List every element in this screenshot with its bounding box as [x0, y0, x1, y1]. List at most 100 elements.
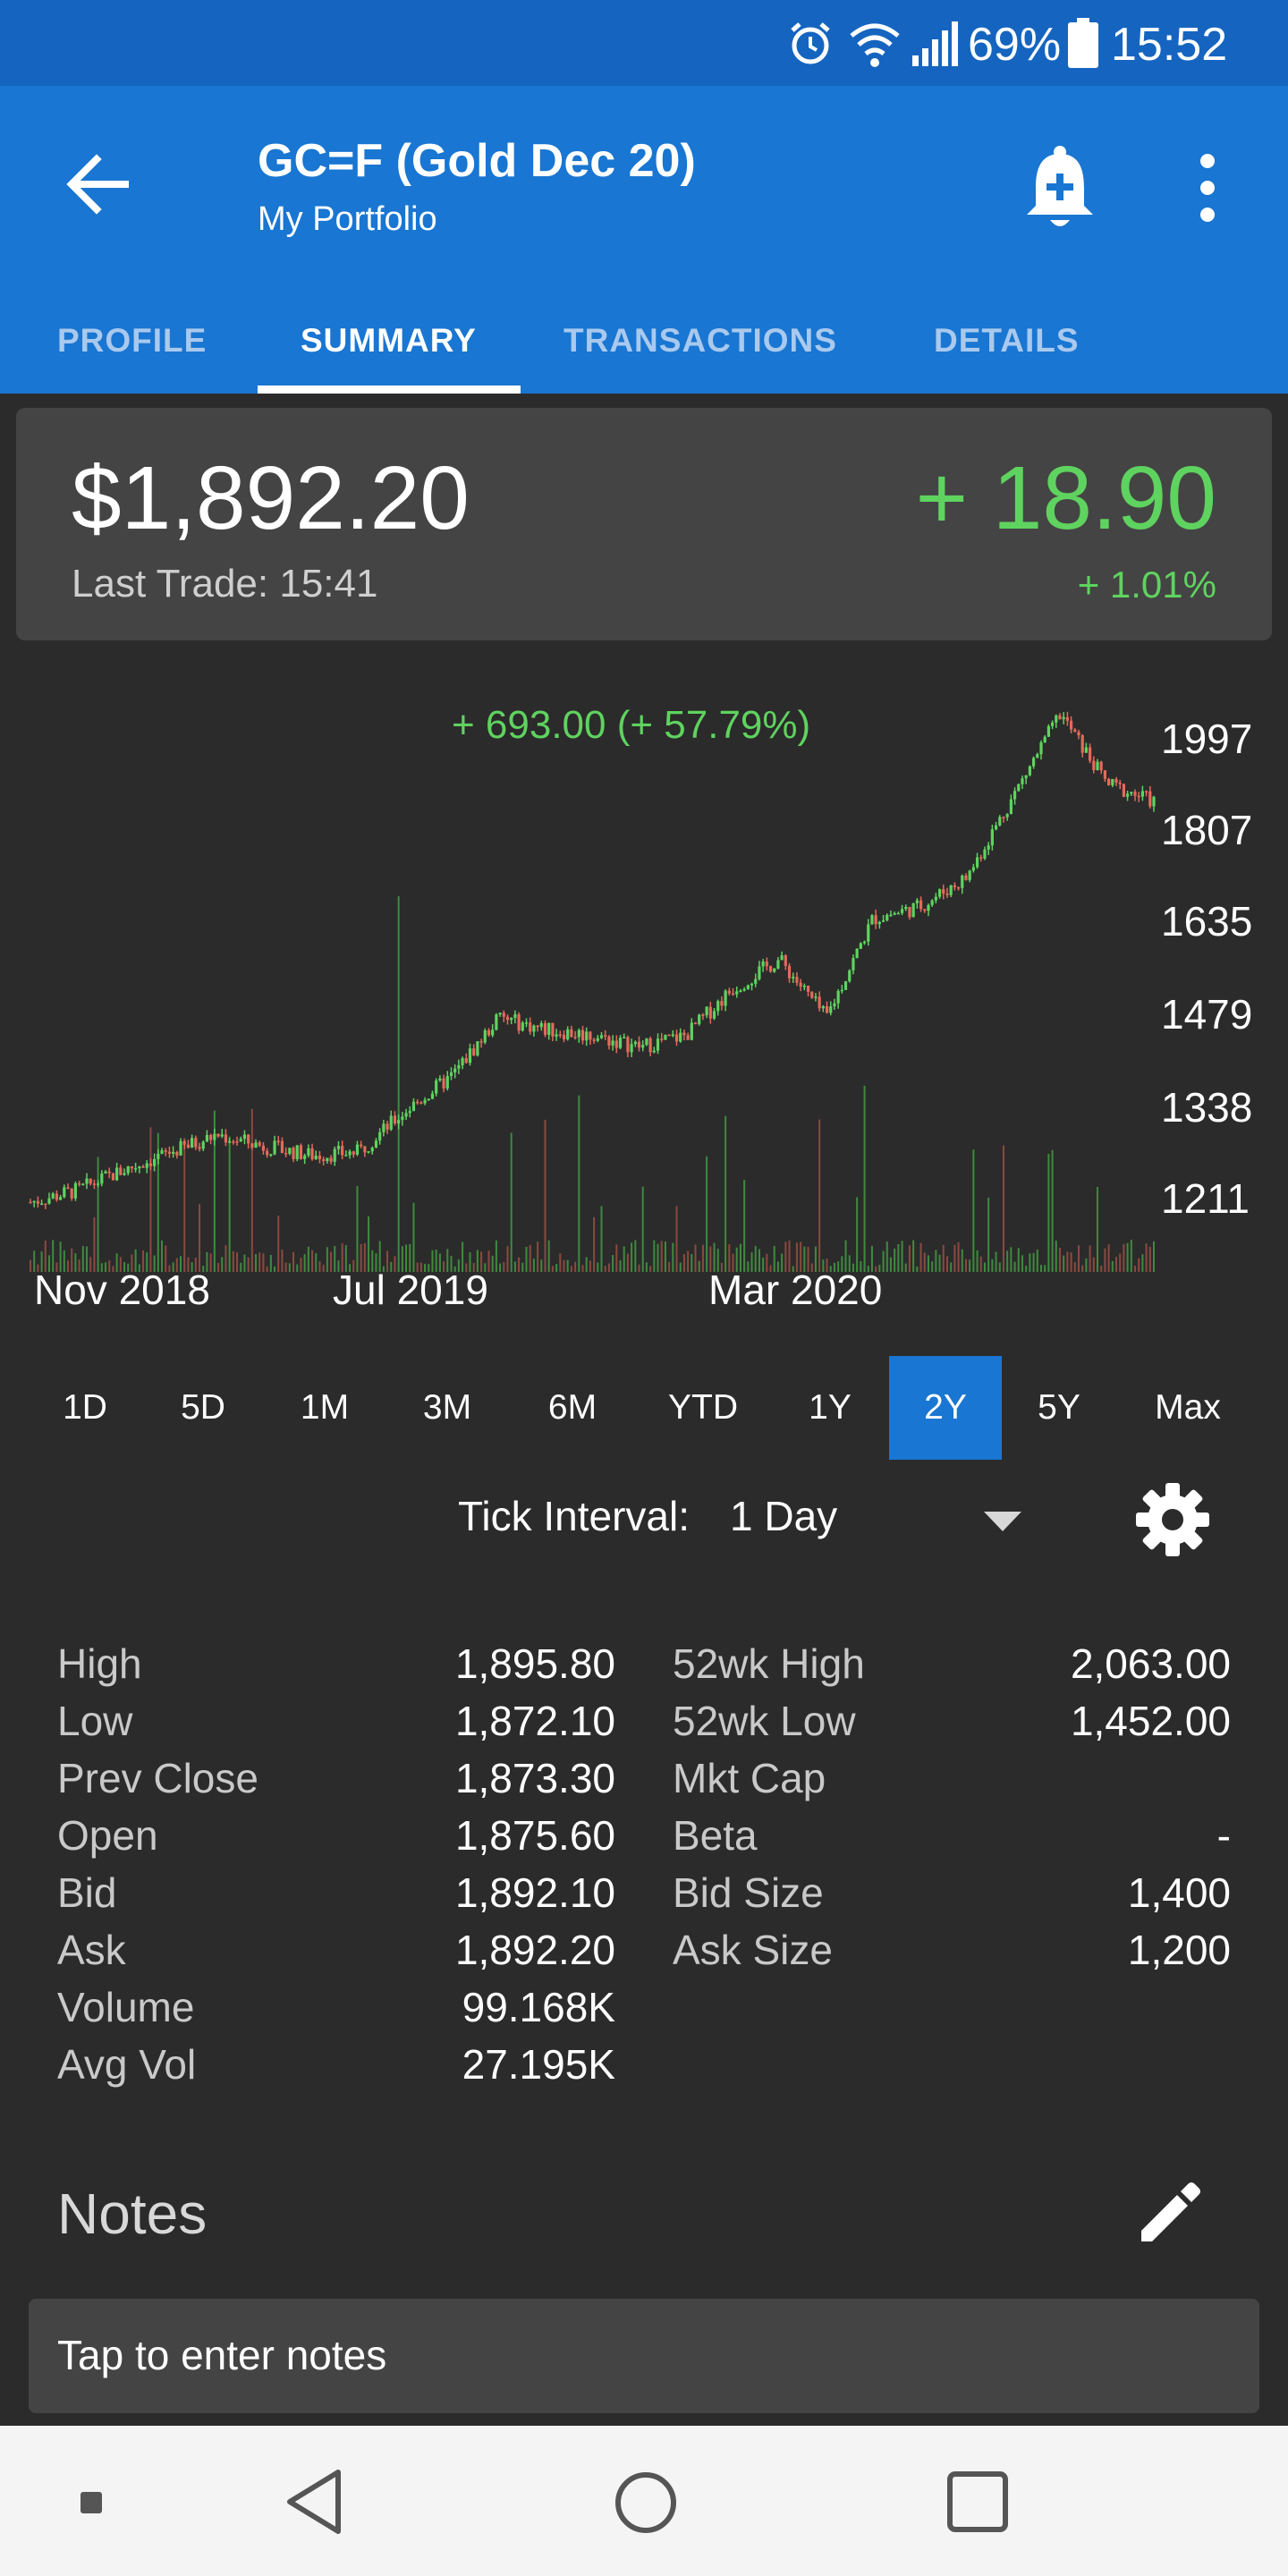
- add-alert-bell-icon[interactable]: [1020, 143, 1100, 233]
- status-bar: 69% 15:52: [0, 0, 1288, 86]
- candle-body: [724, 990, 727, 1006]
- tab-summary[interactable]: SUMMARY: [301, 322, 477, 359]
- volume-bar: [206, 1251, 208, 1272]
- range-ytd-button[interactable]: YTD: [668, 1388, 738, 1427]
- volume-bar: [1114, 1257, 1117, 1272]
- volume-bar: [713, 1242, 716, 1272]
- volume-bar: [848, 1255, 851, 1272]
- volume-bar: [194, 1258, 197, 1272]
- candle-body: [123, 1173, 126, 1175]
- candle-body: [787, 965, 792, 979]
- candle-body: [945, 894, 949, 895]
- back-triangle-icon[interactable]: [284, 2469, 343, 2535]
- range-5y-button[interactable]: 5Y: [1038, 1388, 1080, 1427]
- candle-body: [310, 1148, 314, 1160]
- candle-body: [85, 1178, 89, 1184]
- notes-input[interactable]: [29, 2299, 1259, 2413]
- stat-label: 52wk Low: [673, 1698, 856, 1744]
- candle-body: [923, 909, 927, 911]
- volume-bar: [44, 1240, 47, 1272]
- candle-body: [495, 1014, 498, 1030]
- stat-value: 1,892.10: [454, 1869, 615, 1916]
- price-chart[interactable]: 1997 1807 1635 1479 1338 1211 Nov 2018 J…: [0, 662, 1288, 1342]
- stat-value: 1,200: [1127, 1927, 1231, 1973]
- range-2y-button[interactable]: 2Y: [889, 1356, 1002, 1460]
- candle-body: [194, 1138, 198, 1148]
- candle-body: [1088, 747, 1092, 761]
- volume-bar: [469, 1251, 471, 1272]
- candle-body: [742, 988, 746, 991]
- volume-bar: [424, 1263, 427, 1272]
- volume-bar: [446, 1249, 449, 1272]
- tab-transactions[interactable]: TRANSACTIONS: [564, 322, 837, 359]
- range-1y-button[interactable]: 1Y: [809, 1388, 852, 1427]
- candle-body: [393, 1115, 397, 1124]
- candle-body: [750, 983, 754, 986]
- stat-label: Volume: [57, 1984, 195, 2030]
- candle-body: [956, 886, 961, 889]
- candle-body: [100, 1174, 104, 1184]
- volume-bar: [1077, 1245, 1080, 1272]
- candle-body: [59, 1197, 63, 1200]
- candle-body: [510, 1017, 513, 1021]
- candle-body: [731, 993, 735, 996]
- range-5d-button[interactable]: 5D: [181, 1388, 225, 1427]
- volume-bar: [240, 1262, 242, 1272]
- gear-icon[interactable]: [1134, 1481, 1211, 1558]
- candle-body: [374, 1140, 378, 1148]
- candle-body: [720, 1001, 724, 1006]
- volume-bar: [776, 1261, 779, 1272]
- more-options-icon[interactable]: [1185, 152, 1230, 224]
- tick-interval-select[interactable]: 1 Day: [730, 1493, 838, 1539]
- candle-body: [667, 1034, 671, 1037]
- volume-bar: [322, 1264, 325, 1272]
- range-max-button[interactable]: Max: [1155, 1388, 1221, 1427]
- candle-body: [761, 962, 765, 967]
- candle-body: [547, 1022, 551, 1035]
- volume-bar: [266, 1266, 268, 1272]
- candle-body: [708, 1006, 712, 1019]
- candle-body: [727, 990, 731, 994]
- candle-body: [1106, 778, 1111, 785]
- notes-placeholder[interactable]: Tap to enter notes: [57, 2332, 387, 2378]
- candle-body: [153, 1158, 157, 1166]
- range-1d-button[interactable]: 1D: [63, 1388, 107, 1427]
- volume-bar: [645, 1262, 648, 1272]
- candle-body: [213, 1133, 216, 1140]
- volume-bar: [175, 1258, 178, 1272]
- stat-label: Bid Size: [673, 1869, 824, 1916]
- stat-value: 1,400: [1127, 1869, 1231, 1916]
- volume-bar: [574, 1261, 577, 1272]
- candle-body: [693, 1022, 698, 1024]
- volume-bar: [559, 1253, 562, 1272]
- volume-bar: [781, 1253, 784, 1272]
- pencil-edit-icon[interactable]: [1136, 2175, 1208, 2247]
- range-1m-button[interactable]: 1M: [300, 1388, 350, 1427]
- dropdown-arrow-icon[interactable]: [982, 1508, 1023, 1535]
- candle-body: [1031, 758, 1036, 767]
- volume-bar: [476, 1250, 479, 1272]
- recents-square-icon[interactable]: [946, 2470, 1009, 2533]
- candle-body: [479, 1041, 483, 1043]
- stat-label: Avg Vol: [57, 2041, 197, 2088]
- volume-bar: [269, 1255, 272, 1272]
- volume-bar: [1017, 1248, 1020, 1272]
- candle-body: [1099, 761, 1103, 771]
- range-3m-button[interactable]: 3M: [422, 1388, 472, 1427]
- candle-body: [874, 915, 877, 925]
- volume-bar: [199, 1204, 201, 1272]
- volume-bar: [123, 1262, 126, 1272]
- home-circle-icon[interactable]: [614, 2470, 678, 2535]
- tab-details[interactable]: DETAILS: [934, 322, 1080, 359]
- tab-profile[interactable]: PROFILE: [57, 322, 208, 359]
- back-arrow-icon[interactable]: [63, 148, 134, 220]
- candle-body: [322, 1159, 326, 1162]
- stat-value: 1,895.80: [454, 1640, 615, 1687]
- candle-body: [468, 1048, 472, 1063]
- volume-bar: [762, 1258, 765, 1272]
- volume-bar: [998, 1262, 1001, 1272]
- volume-bar: [987, 1197, 990, 1272]
- volume-bar: [585, 1257, 588, 1272]
- range-6m-button[interactable]: 6M: [547, 1388, 597, 1427]
- candle-body: [855, 948, 859, 959]
